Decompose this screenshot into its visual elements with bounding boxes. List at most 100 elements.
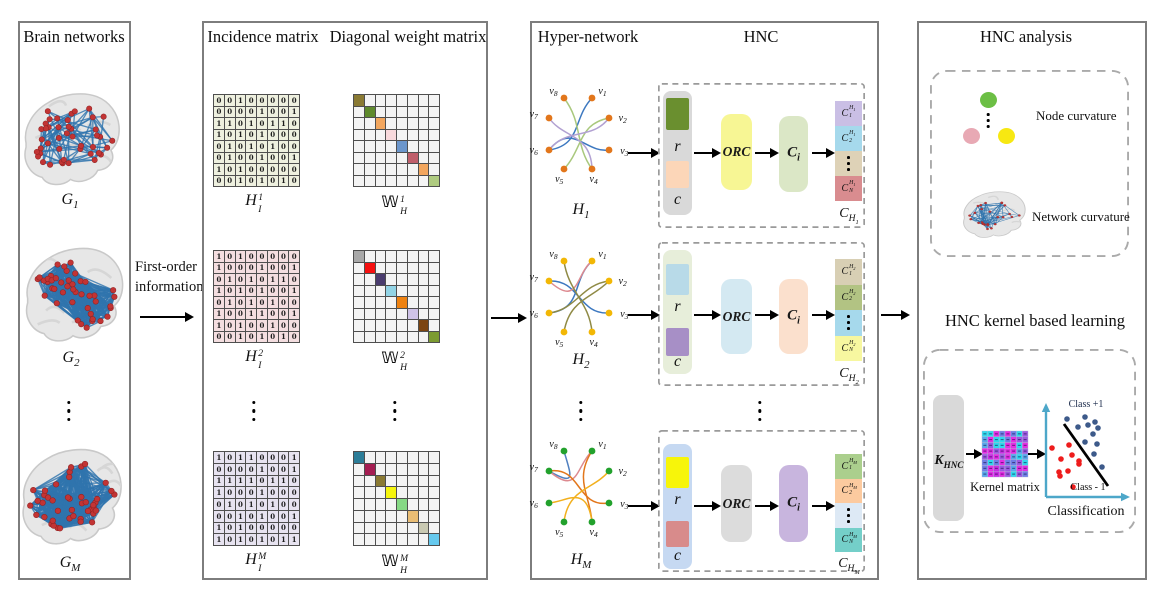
kernel-matrix-label: Kernel matrix [970,480,1040,494]
svg-text:v1: v1 [598,439,606,451]
hypergraph-2: v1 v2 v3 v4 v5 v6 v7 v8 [530,249,629,349]
svg-text:v4: v4 [589,337,597,349]
curvature-output-column-3: C HM 1 C HM 2 C HM N [835,454,862,552]
arrow-ci-to-output-3 [812,500,835,511]
svg-text:v4: v4 [589,527,597,539]
output-cell: C H2 N [835,335,862,361]
brain-label-g1: G1 [61,191,79,212]
arrow-rc-to-orc-3 [694,500,721,511]
hnc-title: HNC [743,27,779,46]
arrow-orc-to-ci-3 [755,500,779,511]
arrow-khnc-to-kernel [966,448,983,459]
output-column-label-2: CH2 [839,366,859,386]
panel2-ellipsis-left [252,401,256,422]
weight-matrix-1 [353,94,440,187]
class-pos-label: Class +1 [1069,399,1104,410]
curvature-output-column-2: C H2 1 C H2 2 C H2 N [835,259,862,361]
brain-label-g2: G2 [62,349,80,370]
ci-label-2: Ci [787,307,800,326]
orc-block-1 [721,114,752,190]
hnc-kernel-learning-title: HNC kernel based learning [944,311,1126,330]
hnc-analysis-title: HNC analysis [979,27,1073,46]
svg-text:v3: v3 [620,309,628,321]
output-cell [835,151,862,176]
output-cell: C H2 1 [835,259,862,285]
svg-text:v3: v3 [620,499,628,511]
svg-text:v6: v6 [530,498,538,510]
weight-matrix-m [353,451,440,546]
ci-block-3 [779,465,808,542]
svg-text:v6: v6 [530,145,538,157]
incidence-matrix-title: Incidence matrix [207,27,319,46]
panel2-ellipsis-right [393,401,397,422]
node-curvature-pink-circle [963,128,980,144]
ellipsis-dots [847,507,850,523]
r-block-3 [666,457,689,488]
arrow-graph-to-pipeline-2 [628,309,660,320]
ci-block-1 [779,116,808,192]
svg-text:v5: v5 [555,337,563,349]
output-cell: C H2 2 [835,284,862,310]
output-cell: C H1 N [835,176,862,201]
svg-text:v8: v8 [549,249,557,261]
c-label-1: c [673,191,682,208]
c-block-2 [666,328,689,356]
c-block-3 [666,521,689,547]
arrow-ci-to-output-1 [812,147,835,158]
c-label-2: c [673,353,682,370]
svg-text:v2: v2 [619,113,627,125]
ci-block-2 [779,279,808,354]
arrow-ci-to-output-2 [812,309,835,320]
first-order-information-label: First-order information [135,259,204,295]
svg-text:v5: v5 [555,527,563,539]
c-block-1 [666,161,689,188]
arrow-rc-to-orc-1 [694,147,721,158]
ellipsis-dots [847,315,850,331]
svg-text:v7: v7 [530,272,538,284]
output-cell: C H1 2 [835,126,862,151]
arrow-matrix-to-hypernetwork [491,312,527,323]
panel1-ellipsis [67,401,71,422]
r-label-3: r [674,491,681,508]
ci-label-3: Ci [787,494,800,513]
orc-label-2: ORC [722,308,751,324]
arrow-hnc-to-analysis [881,309,910,320]
arrow-graph-to-pipeline-3 [628,500,660,511]
svg-text:v8: v8 [549,86,557,98]
kernel-matrix-image [981,430,1029,478]
svg-text:v7: v7 [530,109,538,121]
hypergraph-3-label: HM [570,551,592,572]
panel-hnc-analysis [917,21,1147,580]
arrow-orc-to-ci-1 [755,147,779,158]
r-block-2 [666,264,689,295]
orc-label-3: ORC [722,495,751,511]
hypergraph-3: v1 v2 v3 v4 v5 v6 v7 v8 [530,439,629,539]
weight-matrix-title: Diagonal weight matrix [329,27,487,46]
svg-text:v1: v1 [598,86,606,98]
arrow-kernel-to-classification [1028,448,1046,459]
orc-block-3 [721,465,752,542]
weight-matrix-2 [353,250,440,343]
k-hnc-block [933,395,964,521]
svg-text:v6: v6 [530,308,538,320]
output-column-label-3: CHM [838,556,860,576]
output-cell: C H1 1 [835,101,862,126]
brain-network-image-g2 [25,247,124,342]
k-hnc-label: KHNC [934,452,964,470]
orc-block-2 [721,279,752,354]
panel3-ellipsis-left [579,401,583,422]
output-cell: C HM 2 [835,478,862,503]
curvature-output-column-1: C H1 1 C H1 2 C H1 N [835,101,862,201]
svg-text:v2: v2 [619,276,627,288]
svg-text:v5: v5 [555,174,563,186]
ci-label-1: Ci [787,144,800,164]
